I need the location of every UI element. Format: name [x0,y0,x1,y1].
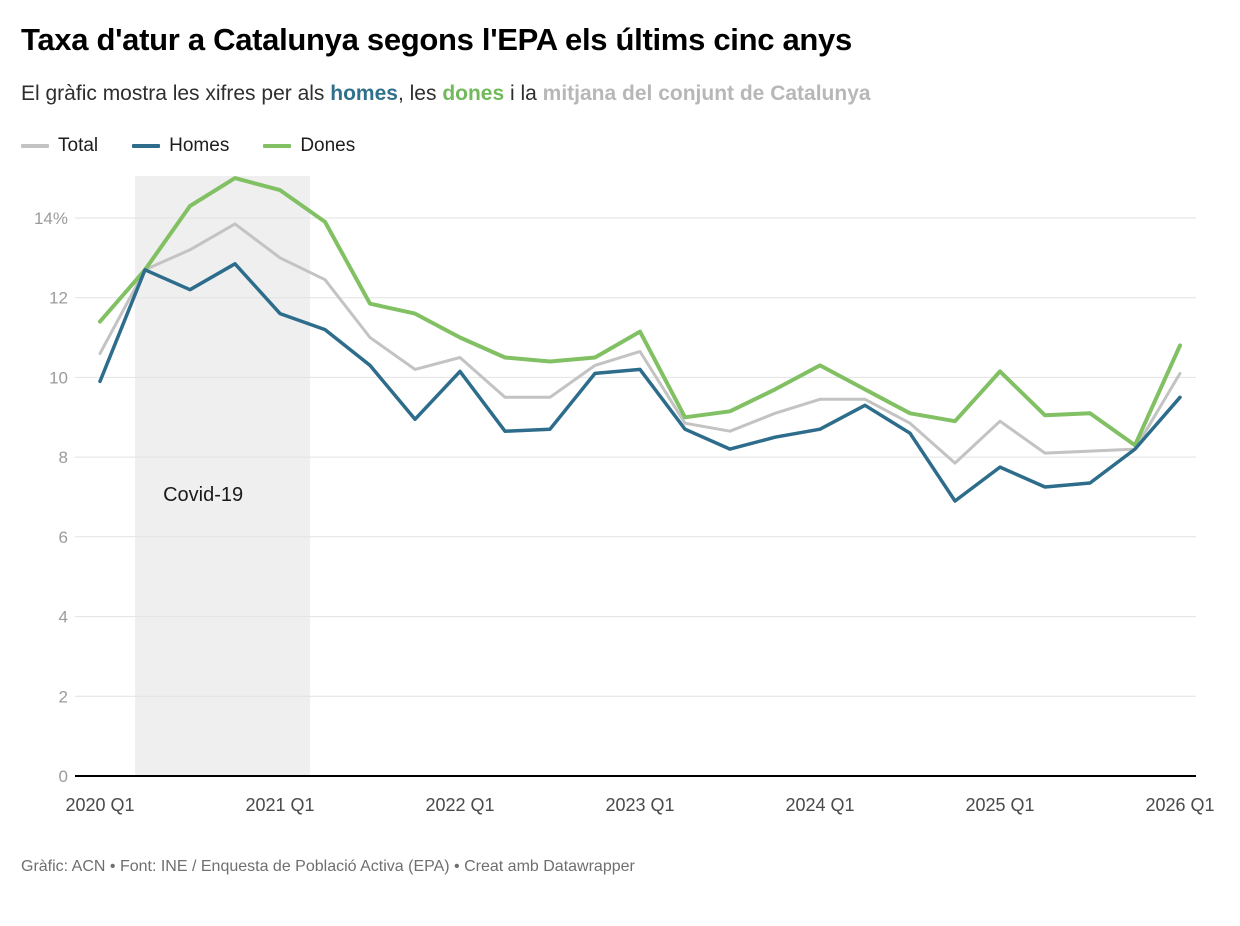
legend-label-total: Total [58,134,99,156]
subtitle-dones-highlight: dones [442,81,505,105]
y-tick-label: 2 [59,687,68,706]
chart-title: Taxa d'atur a Catalunya segons l'EPA els… [21,22,852,57]
y-tick-label: 4 [59,608,68,627]
chart-subtitle: El gràfic mostra les xifres per als home… [21,80,1218,107]
x-tick-label: 2022 Q1 [425,795,494,815]
legend-label-dones: Dones [300,134,356,156]
legend: Total Homes Dones [21,135,1218,157]
y-tick-label: 14% [34,209,68,228]
subtitle-mitjana-highlight: mitjana del conjunt de Catalunya [542,81,871,105]
total-line [98,222,1182,465]
legend-item-dones[interactable]: Dones [263,135,355,157]
y-tick-label: 8 [59,448,68,467]
covid-annotation: Covid-19 [163,484,243,506]
y-tick-label: 6 [59,528,68,547]
line-chart: 0 2 4 6 8 10 12 14% 2020 Q1 2021 Q1 2022 Q1 2023 Q1… [34,175,1215,815]
x-tick-label: 2026 Q1 [1145,795,1214,815]
subtitle-homes-highlight: homes [330,81,398,105]
x-tick-label: 2021 Q1 [245,795,314,815]
x-tick-label: 2020 Q1 [65,795,134,815]
legend-swatch-total [21,143,49,148]
x-tick-label: 2024 Q1 [785,795,854,815]
subtitle-prefix: El gràfic mostra les xifres per als [21,81,331,105]
y-tick-label: 0 [59,767,68,786]
legend-label-homes: Homes [169,134,230,156]
dones-line [98,176,1182,448]
homes-line [98,261,1182,503]
covid-region [135,175,311,776]
legend-item-homes[interactable]: Homes [132,135,229,157]
y-tick-label: 10 [49,368,68,387]
y-tick-label: 12 [49,289,68,308]
footer-attribution: Gràfic: ACN • Font: INE / Enquesta de Po… [21,857,635,875]
x-tick-label: 2023 Q1 [605,795,674,815]
subtitle-sep2: i la [504,81,543,105]
legend-swatch-dones [263,143,292,148]
subtitle-sep1: , les [397,81,443,105]
x-tick-label: 2025 Q1 [965,795,1034,815]
legend-item-total[interactable]: Total [21,135,98,157]
legend-swatch-homes [132,143,161,148]
